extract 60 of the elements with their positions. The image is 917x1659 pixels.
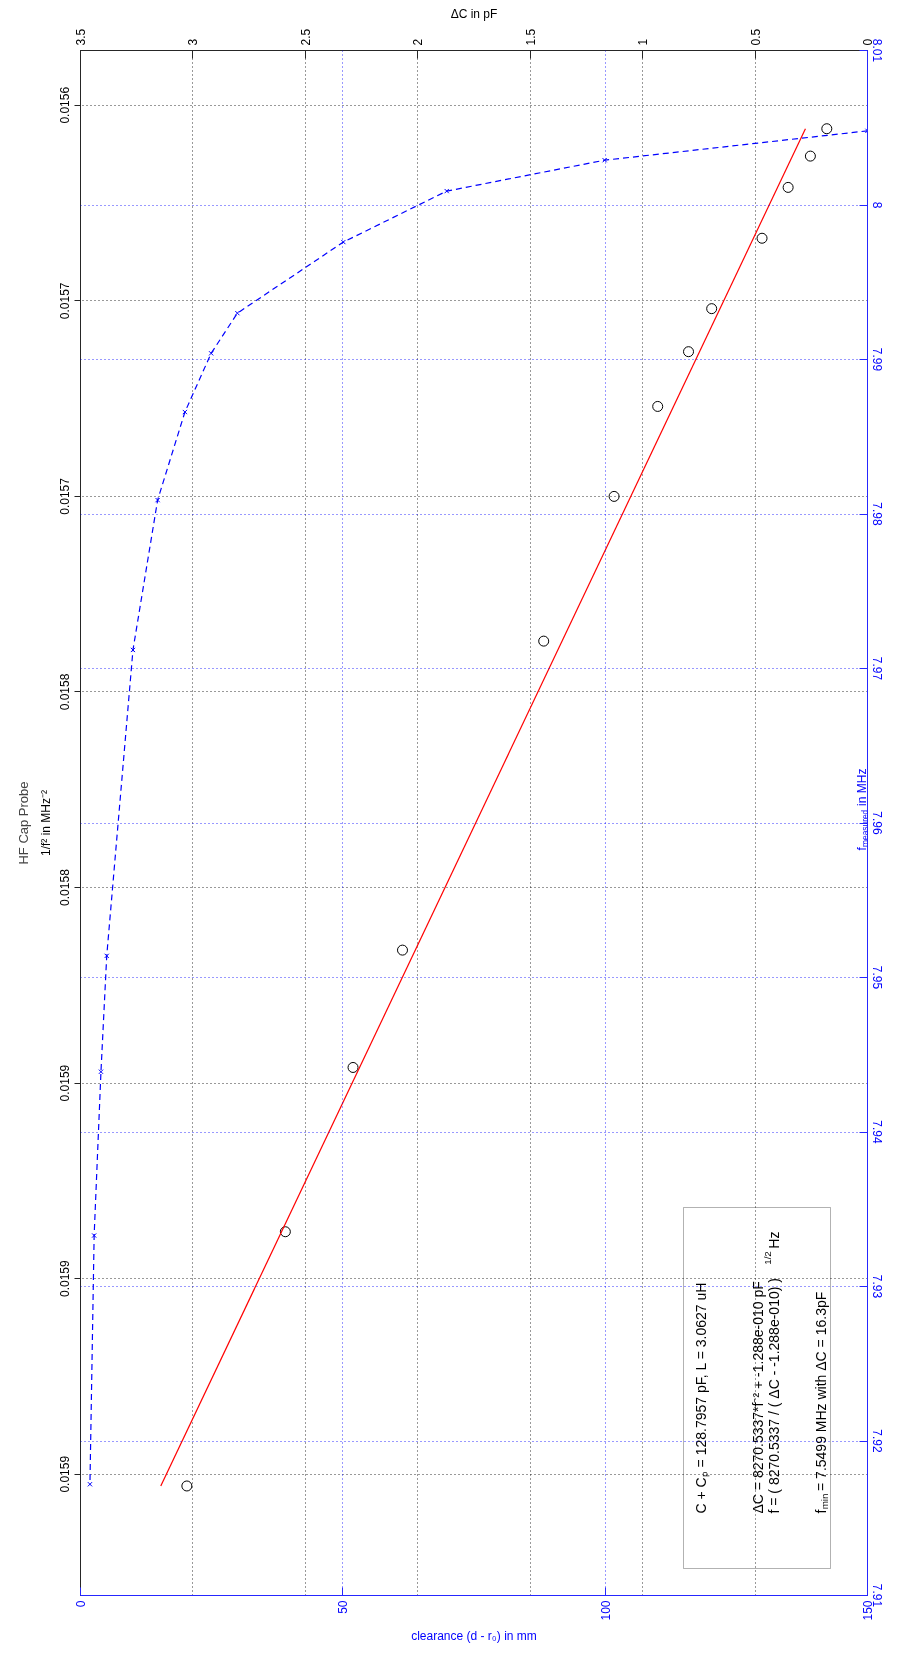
- x-tick-label: 50: [336, 1600, 351, 1614]
- point: [821, 123, 833, 135]
- y-tick-label: 7.94: [869, 1120, 884, 1144]
- x-tick-label: 2: [411, 38, 426, 46]
- x-tick-label: 1: [636, 38, 651, 46]
- y-tick-label: 0.0159: [58, 1064, 73, 1102]
- point: [340, 239, 346, 245]
- point: [602, 157, 608, 163]
- point: [181, 1480, 193, 1492]
- text: HF Cap Probe: [15, 781, 31, 865]
- point: [155, 497, 161, 503]
- point: [104, 953, 110, 959]
- y-tick-label: 7.96: [869, 811, 884, 835]
- y-axis-title: fmeasured in MHz: [854, 768, 870, 851]
- y-axis-title: 1/f² in MHz⁻²: [38, 789, 53, 856]
- point: [347, 1061, 359, 1073]
- y-tick-label: 7.92: [869, 1429, 884, 1453]
- point: [87, 1481, 93, 1487]
- point: [130, 647, 136, 653]
- y-tick-label: 0.0157: [58, 477, 73, 515]
- y-tick-label: 0.0158: [58, 868, 73, 906]
- y-tick-label: 7.98: [869, 502, 884, 526]
- x-tick-label: 0.5: [748, 28, 763, 46]
- y-tick-label: 7.97: [869, 656, 884, 681]
- x-tick-label: 2.5: [298, 28, 313, 46]
- point: [182, 409, 188, 415]
- x-tick-label: 1.5: [523, 28, 538, 46]
- point: [706, 303, 718, 315]
- y-tick-label: 7.95: [869, 965, 884, 990]
- point: [864, 128, 868, 134]
- x-tick-label: 3.5: [74, 28, 88, 46]
- point: [608, 490, 620, 502]
- x-tick-label: 100: [598, 1600, 613, 1621]
- point: [804, 150, 816, 162]
- point: [683, 346, 695, 358]
- y-tick-label: 0.0159: [58, 1260, 73, 1298]
- point: [91, 1232, 97, 1239]
- point: [279, 1226, 291, 1238]
- point: [538, 635, 550, 647]
- y-tick-label: 0.0159: [58, 1455, 73, 1493]
- point: [397, 944, 408, 956]
- x-axis-title: clearance (d - r₀) in mm: [411, 1628, 537, 1643]
- y-tick-label: 0.0158: [58, 673, 73, 711]
- y-tick-label: 7.93: [869, 1274, 884, 1299]
- y-tick-label: 0.0156: [58, 86, 73, 124]
- x-tick-label: 3: [186, 38, 201, 46]
- point: [782, 181, 794, 193]
- y-tick-label: 0.0157: [58, 282, 73, 320]
- point: [652, 400, 664, 412]
- point: [756, 232, 768, 244]
- annotation: fmin = 7.5499 MHz with ΔC = 16.3pF: [812, 1291, 830, 1514]
- y-tick-label: 7.99: [869, 347, 884, 372]
- point: [208, 350, 214, 356]
- point: [444, 188, 450, 194]
- x-tick-label: 0: [74, 1600, 88, 1608]
- x-axis-title: ΔC in pF: [450, 6, 498, 21]
- point: [234, 310, 240, 316]
- annotation: C + Cₚ = 128.7957 pF, L = 3.0627 uH: [692, 1282, 710, 1514]
- y-tick-label: 8: [869, 201, 884, 209]
- point: [98, 1069, 104, 1075]
